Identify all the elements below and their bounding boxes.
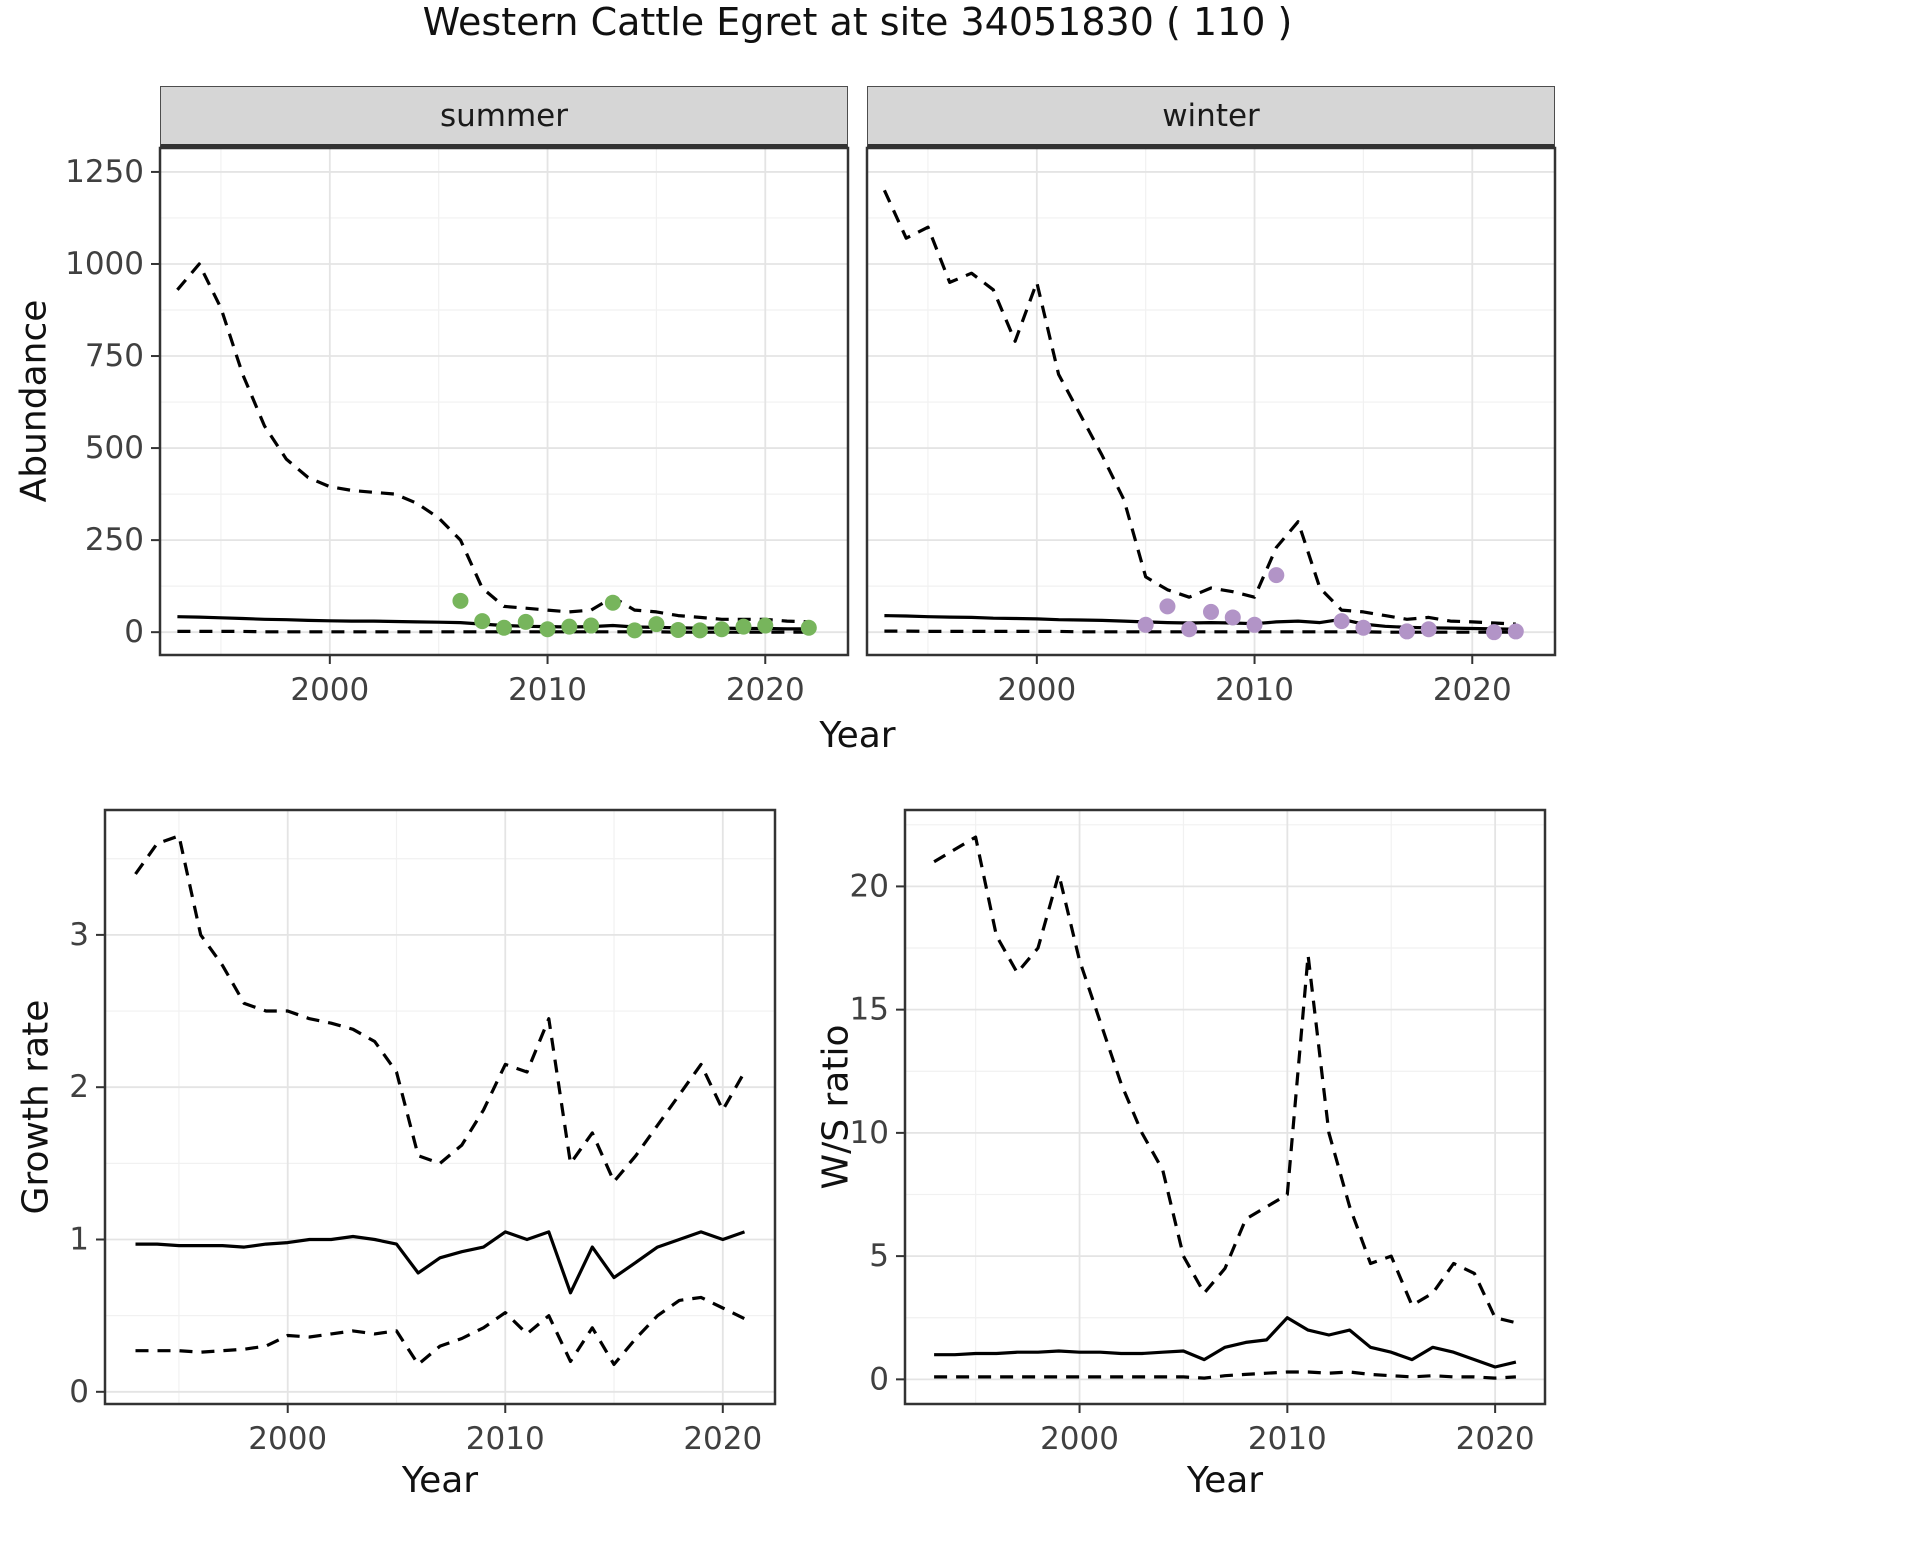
y-tick-label: 20 <box>850 868 889 904</box>
series-group <box>882 189 1524 641</box>
data-point <box>713 621 730 638</box>
x-tick-label: 2020 <box>726 672 805 708</box>
data-point <box>496 619 512 636</box>
panel-border <box>103 808 777 1406</box>
data-point <box>1137 616 1154 633</box>
y-tick-label: 10 <box>850 1115 889 1151</box>
top-year-axis-label: Year <box>819 715 896 756</box>
x-tick-label: 2000 <box>248 1421 327 1457</box>
facet-strip-winter: winter <box>867 86 1555 148</box>
y-tick-label: 2 <box>69 1069 89 1105</box>
y-tick-label: 250 <box>85 522 144 558</box>
panel-background <box>905 810 1545 1404</box>
x-tick-label: 2020 <box>1433 672 1512 708</box>
data-point <box>452 592 469 609</box>
x-tick-label: 2000 <box>997 672 1076 708</box>
facet-strip-summer: summer <box>160 86 848 148</box>
ws_ratio-upper-ci-line <box>933 835 1517 1325</box>
panel-border <box>865 146 1557 657</box>
y-tick-label: 500 <box>85 430 144 466</box>
data-point <box>1268 567 1285 584</box>
x-tick-label: 2010 <box>466 1421 545 1457</box>
panel-background <box>105 810 775 1404</box>
data-point <box>691 622 708 639</box>
series-group <box>176 262 817 639</box>
winter-abundance-plot: 2000 2010 2020 <box>865 146 1557 708</box>
data-point <box>735 618 752 635</box>
chart-title: Western Cattle Egret at site 34051830 ( … <box>422 0 1293 44</box>
panel-border <box>158 146 850 657</box>
data-point <box>757 617 774 634</box>
data-point <box>1333 613 1350 630</box>
series-group <box>933 835 1517 1380</box>
x-tick-label: 2020 <box>683 1421 762 1457</box>
data-point <box>1224 609 1241 626</box>
y-tick-label: 750 <box>85 338 144 374</box>
abundance_winter-upper-ci-line <box>882 189 1516 626</box>
y-tick-label: 0 <box>124 614 144 650</box>
data-point <box>1507 623 1524 640</box>
data-point <box>583 617 600 634</box>
ws-year-axis-label: Year <box>1186 1460 1264 1501</box>
data-point <box>1181 621 1198 638</box>
y-tick-label: 3 <box>69 917 89 953</box>
data-point <box>1246 616 1263 633</box>
data-point <box>1355 619 1372 636</box>
facet-strip-winter-label: winter <box>1162 97 1260 134</box>
growth-year-axis-label: Year <box>401 1460 479 1501</box>
data-point <box>1486 624 1503 641</box>
x-tick-label: 2000 <box>1040 1421 1119 1457</box>
ws-ratio-plot: 0 5 10 15 20 2000 2010 2020 <box>850 808 1547 1457</box>
y-tick-label: 5 <box>869 1238 889 1274</box>
data-point <box>1420 621 1437 638</box>
x-tick-label: 2010 <box>1215 672 1294 708</box>
growth_rate-lower-ci-line <box>135 1295 746 1366</box>
data-point <box>561 618 578 635</box>
abundance_summer-observations <box>452 592 817 639</box>
x-tick-label: 2000 <box>290 672 369 708</box>
data-point <box>474 613 491 630</box>
abundance_summer-lower-ci-line <box>177 629 809 634</box>
y-tick-label: 0 <box>869 1361 889 1397</box>
growth_rate-upper-ci-line <box>134 834 746 1184</box>
y-tick-label: 1000 <box>65 246 144 282</box>
data-point <box>648 616 665 633</box>
facet-strip-summer-label: summer <box>439 97 568 134</box>
abundance_summer-upper-ci-line <box>176 262 809 624</box>
series-group <box>134 834 746 1366</box>
data-point <box>800 619 817 636</box>
data-point <box>1398 623 1415 640</box>
data-point <box>517 613 534 630</box>
y-tick-label: 0 <box>69 1374 89 1410</box>
data-point <box>604 594 621 611</box>
y-tick-label: 15 <box>850 992 889 1028</box>
data-point <box>626 622 643 639</box>
x-tick-label: 2010 <box>508 672 587 708</box>
x-tick-label: 2010 <box>1248 1421 1327 1457</box>
data-point <box>670 621 687 638</box>
x-tick-label: 2020 <box>1456 1421 1535 1457</box>
abundance_winter-observations <box>1137 567 1524 641</box>
summer-abundance-plot: 0 250 500 750 1000 1250 2000 2010 2020 <box>65 146 850 708</box>
data-point <box>1159 598 1176 615</box>
ws_ratio-median-line <box>934 1316 1517 1369</box>
growth-rate-plot: 0 1 2 3 2000 2010 2020 <box>69 808 777 1457</box>
growth_rate-median-line <box>135 1230 746 1295</box>
y-tick-label: 1250 <box>65 154 144 190</box>
data-point <box>539 621 556 638</box>
abundance_winter-lower-ci-line <box>884 629 1516 634</box>
data-point <box>1203 603 1219 620</box>
panel-border <box>903 808 1547 1406</box>
ws_ratio-lower-ci-line <box>934 1370 1516 1380</box>
y-tick-label: 1 <box>69 1222 89 1258</box>
